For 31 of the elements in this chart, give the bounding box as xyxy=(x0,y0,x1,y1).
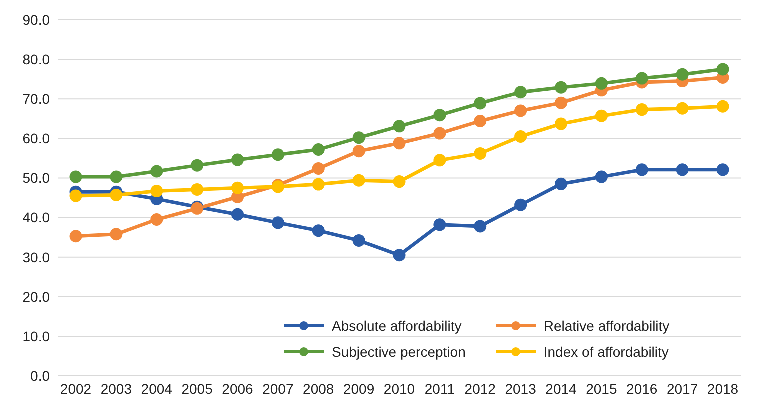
y-tick-label: 50.0 xyxy=(22,170,50,186)
x-tick-label: 2013 xyxy=(505,380,537,397)
y-tick-label: 0.0 xyxy=(30,368,50,384)
y-tick-label: 40.0 xyxy=(22,210,50,226)
x-tick-label: 2016 xyxy=(626,380,658,397)
x-tick-label: 2004 xyxy=(141,380,173,397)
legend-label: Relative affordability xyxy=(544,318,670,334)
legend-label: Subjective perception xyxy=(332,344,466,360)
x-tick-label: 2017 xyxy=(666,380,698,397)
legend-label: Absolute affordability xyxy=(332,318,462,334)
y-tick-label: 20.0 xyxy=(22,288,50,305)
x-tick-label: 2008 xyxy=(303,380,334,397)
x-tick-label: 2014 xyxy=(546,380,578,397)
x-tick-label: 2012 xyxy=(464,380,496,397)
x-tick-label: 2002 xyxy=(60,380,92,397)
x-tick-label: 2005 xyxy=(182,380,214,397)
x-tick-label: 2015 xyxy=(586,380,618,397)
y-tick-label: 90.0 xyxy=(22,12,50,28)
y-tick-label: 60.0 xyxy=(22,130,50,147)
x-tick-label: 2018 xyxy=(707,380,739,397)
x-tick-label: 2006 xyxy=(222,380,254,397)
y-tick-label: 30.0 xyxy=(22,249,50,266)
x-tick-label: 2009 xyxy=(343,380,375,397)
x-tick-label: 2003 xyxy=(100,380,132,397)
y-tick-label: 70.0 xyxy=(22,91,50,108)
y-tick-label: 10.0 xyxy=(22,328,50,344)
x-tick-label: 2007 xyxy=(262,380,294,397)
x-tick-label: 2010 xyxy=(384,380,416,397)
y-tick-label: 80.0 xyxy=(22,52,50,68)
x-tick-label: 2011 xyxy=(424,380,456,397)
legend-label: Index of affordability xyxy=(544,344,669,360)
